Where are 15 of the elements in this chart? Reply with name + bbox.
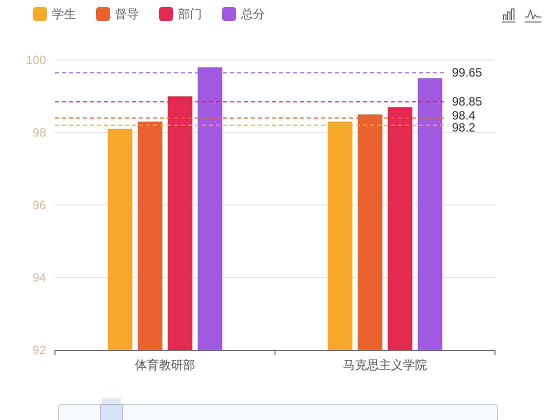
y-tick-label: 92 — [32, 343, 46, 357]
ref-line-label: 98.4 — [452, 108, 476, 123]
ref-line-label: 98.2 — [452, 120, 476, 135]
y-tick-label: 98 — [32, 126, 46, 140]
legend-label: 总分 — [240, 7, 265, 21]
x-tick-label: 体育教研部 — [135, 358, 195, 372]
y-tick-label: 100 — [26, 53, 46, 67]
legend-label: 督导 — [115, 7, 139, 21]
y-tick-label: 94 — [32, 270, 46, 284]
y-tick-label: 96 — [32, 198, 46, 212]
ref-line-label: 98.85 — [452, 94, 482, 109]
x-tick-label: 马克思主义学院 — [343, 358, 427, 372]
legend-label: 部门 — [178, 7, 202, 21]
ref-line-label: 99.65 — [452, 66, 482, 80]
legend-label: 学生 — [52, 7, 76, 21]
